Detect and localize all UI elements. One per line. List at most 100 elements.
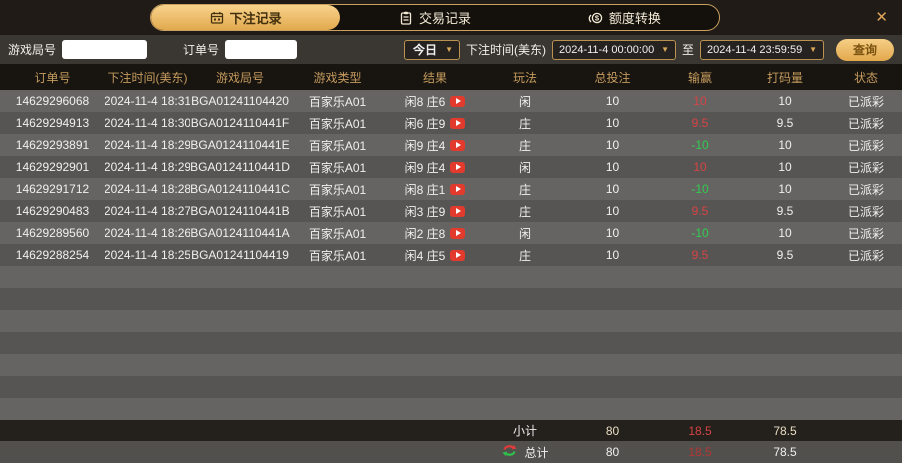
tab-quota-transfer[interactable]: $ 额度转换 [530, 5, 719, 30]
chevron-down-icon: ▼ [661, 45, 669, 54]
close-icon[interactable]: ✕ [875, 9, 888, 26]
result-text: 闲9 庄4 [404, 160, 446, 175]
cell-bet-time: 2024-11-4 18:29 [105, 160, 190, 174]
cell-order-no: 14629293891 [15, 138, 90, 152]
table-row-empty [0, 310, 902, 332]
cell-win-loss: 10 [693, 94, 707, 108]
play-icon [455, 230, 461, 236]
replay-button[interactable] [450, 205, 466, 217]
cell-order-no: 14629288254 [15, 248, 90, 262]
replay-button[interactable] [450, 117, 466, 129]
cell-turnover: 10 [778, 226, 792, 240]
cell-order-no: 14629291712 [15, 182, 90, 196]
date-from-value: 2024-11-4 00:00:00 [558, 43, 655, 56]
cell-game-round: BGA0124110441D [190, 160, 290, 174]
result-text: 闲4 庄5 [404, 248, 446, 263]
result-text: 闲8 庄1 [404, 182, 446, 197]
subtotal-win-loss: 18.5 [688, 423, 712, 438]
cell-game-type: 百家乐A01 [308, 138, 367, 153]
cell-game-type: 百家乐A01 [308, 204, 367, 219]
replay-button[interactable] [450, 139, 466, 151]
table-row: 14629290483 2024-11-4 18:27 BGA012411044… [0, 200, 902, 222]
table-row: 14629291712 2024-11-4 18:28 BGA012411044… [0, 178, 902, 200]
table-row: 14629294913 2024-11-4 18:30 BGA012411044… [0, 112, 902, 134]
cell-bet-time: 2024-11-4 18:31 [105, 94, 190, 108]
header-order-no: 订单号 [34, 70, 71, 85]
total-win-loss: 18.5 [688, 445, 712, 459]
date-from-select[interactable]: 2024-11-4 00:00:00 ▼ [551, 39, 676, 60]
query-button[interactable]: 查询 [836, 38, 894, 61]
header-status: 状态 [853, 70, 878, 85]
result-text: 闲3 庄9 [404, 204, 446, 219]
cell-status: 已派彩 [847, 182, 884, 197]
betting-record-icon [210, 11, 224, 25]
chevron-down-icon: ▼ [809, 45, 817, 54]
replay-button[interactable] [450, 227, 466, 239]
cell-order-no: 14629292901 [15, 160, 90, 174]
cell-game-type: 百家乐A01 [308, 182, 367, 197]
cell-result: 闲9 庄4 [385, 134, 485, 156]
cell-game-type: 百家乐A01 [308, 160, 367, 175]
cell-play: 庄 [518, 116, 531, 131]
order-no-input[interactable] [225, 40, 298, 59]
swap-arrows-icon[interactable] [501, 444, 518, 460]
header-game-type: 游戏类型 [313, 70, 362, 85]
transaction-record-icon [399, 11, 413, 25]
date-to-select[interactable]: 2024-11-4 23:59:59 ▼ [700, 39, 824, 60]
cell-turnover: 10 [778, 182, 792, 196]
subtotal-turnover: 78.5 [773, 423, 797, 438]
table-row: 14629292901 2024-11-4 18:29 BGA012411044… [0, 156, 902, 178]
total-label: 总计 [524, 445, 549, 460]
cell-turnover: 9.5 [776, 204, 794, 218]
cell-game-round: BGA01241104419 [191, 248, 289, 262]
total-total-bet: 80 [605, 445, 620, 459]
svg-text:$: $ [595, 13, 600, 22]
play-icon [455, 252, 461, 258]
replay-button[interactable] [450, 95, 466, 107]
cell-play: 庄 [518, 204, 531, 219]
cell-result: 闲6 庄9 [385, 112, 485, 134]
filter-bar: 游戏局号 订单号 今日 ▼ 下注时间(美东) 2024-11-4 00:00:0… [0, 35, 902, 64]
result-text: 闲9 庄4 [404, 138, 446, 153]
game-round-label: 游戏局号 [8, 43, 57, 57]
cell-result: 闲8 庄1 [385, 178, 485, 200]
replay-button[interactable] [450, 183, 466, 195]
replay-button[interactable] [450, 161, 466, 173]
result-text: 闲8 庄6 [404, 94, 446, 109]
cell-status: 已派彩 [847, 94, 884, 109]
game-round-input[interactable] [62, 40, 148, 59]
replay-button[interactable] [450, 249, 466, 261]
cell-result: 闲8 庄6 [385, 90, 485, 112]
tab-betting-records[interactable]: 下注记录 [151, 5, 341, 30]
tab-transaction-records[interactable]: 交易记录 [340, 5, 529, 30]
cell-play: 庄 [518, 248, 531, 263]
cell-bet-time: 2024-11-4 18:27 [105, 204, 190, 218]
table-body: 14629296068 2024-11-4 18:31 BGA012411044… [0, 90, 902, 420]
date-range-select[interactable]: 今日 ▼ [403, 39, 460, 60]
header-bet-time: 下注时间(美东) [107, 70, 188, 85]
header-game-round: 游戏局号 [215, 70, 264, 85]
cell-turnover: 9.5 [776, 116, 794, 130]
cell-order-no: 14629294913 [15, 116, 90, 130]
cell-play: 庄 [518, 182, 531, 197]
table-row-empty [0, 266, 902, 288]
cell-game-round: BGA0124110441B [190, 204, 290, 218]
header-total-bet: 总投注 [594, 70, 631, 85]
cell-order-no: 14629289560 [15, 226, 90, 240]
result-text: 闲6 庄9 [404, 116, 446, 131]
cell-turnover: 10 [778, 94, 792, 108]
top-bar: 下注记录 交易记录 $ 额度转换 ✕ [0, 0, 902, 35]
cell-win-loss: 9.5 [691, 116, 709, 130]
table-row: 14629288254 2024-11-4 18:25 BGA012411044… [0, 244, 902, 266]
tab-label: 额度转换 [608, 11, 661, 26]
play-icon [455, 120, 461, 126]
tab-group: 下注记录 交易记录 $ 额度转换 [150, 4, 720, 31]
cell-play: 闲 [518, 94, 531, 109]
cell-game-round: BGA0124110441A [190, 226, 290, 240]
cell-win-loss: 9.5 [691, 204, 709, 218]
cell-status: 已派彩 [847, 248, 884, 263]
cell-turnover: 10 [778, 160, 792, 174]
header-turnover: 打码量 [766, 70, 803, 85]
cell-status: 已派彩 [847, 116, 884, 131]
cell-result: 闲9 庄4 [385, 156, 485, 178]
